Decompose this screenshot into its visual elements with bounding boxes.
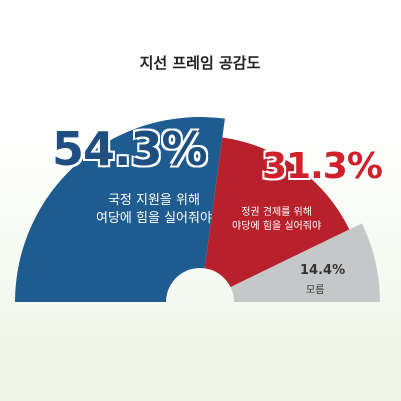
value-label: 54.3% xyxy=(52,122,208,176)
slice xyxy=(230,223,380,302)
slice-label: 모름 xyxy=(306,285,325,296)
chart-title: 지선 프레임 공감도 xyxy=(140,54,261,72)
slice xyxy=(204,137,350,288)
value-label: 31.3% xyxy=(262,146,383,187)
slice-label: 정권 견제를 위해 야당에 힘을 실어줘야 xyxy=(232,207,322,232)
value-label: 14.4% xyxy=(300,263,346,278)
slice-label: 국정 지원을 위해 여당에 힘을 실어줘야 xyxy=(96,193,212,226)
slice xyxy=(15,116,225,302)
